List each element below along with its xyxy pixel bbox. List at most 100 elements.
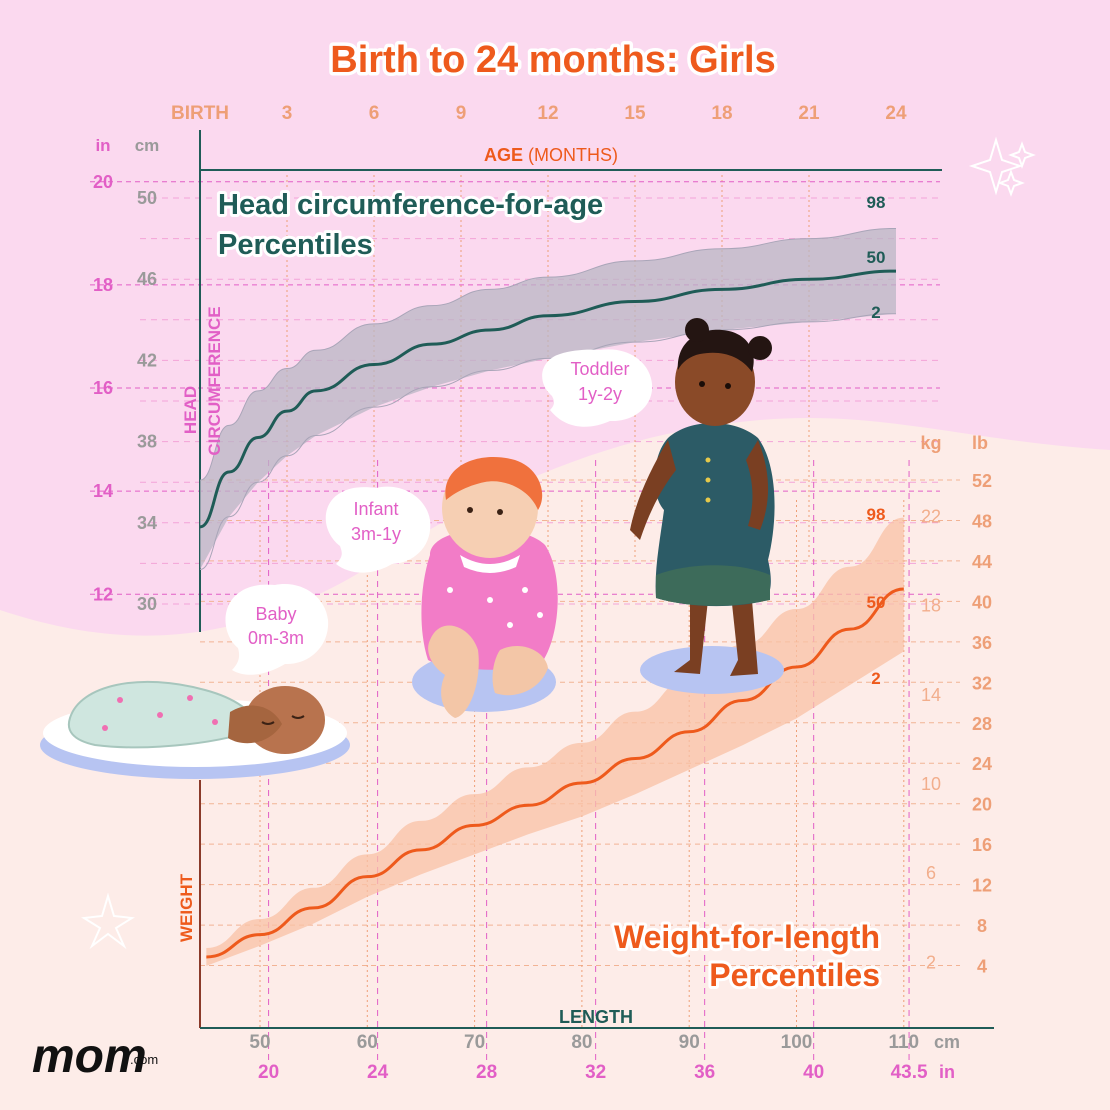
head-title-line1-outline: Head circumference-for-age	[218, 189, 603, 221]
head-section-title: Head circumference-for-age Head circumfe…	[215, 186, 606, 264]
weight-axis-label: WEIGHT	[177, 873, 196, 942]
age-tick-label: 15	[624, 103, 646, 124]
weight-p50-label: 50	[867, 593, 886, 612]
toddler-hair-puff	[685, 318, 709, 342]
head-in-tick-label: 14	[93, 481, 113, 501]
age-tick-label: 6	[369, 103, 380, 124]
weight-lb-tick-label: 48	[972, 511, 992, 531]
head-cm-tick-label: 30	[137, 594, 157, 614]
baby-bubble-line2: 0m-3m	[248, 628, 304, 648]
length-in-tick-label: 28	[476, 1062, 497, 1083]
head-cm-tick-label: 46	[137, 269, 157, 289]
length-in-tick-label: 43.5	[891, 1062, 928, 1083]
toddler-bubble-shape	[542, 349, 653, 427]
head-title-line2: Percentiles	[218, 229, 373, 261]
toddler-bubble-line2: 1y-2y	[578, 384, 622, 404]
toddler-head	[675, 338, 755, 426]
blanket-dot	[102, 725, 108, 731]
weight-p50-curve	[206, 587, 904, 959]
length-axis-title: LENGTH	[559, 1007, 633, 1027]
mom-logo: mom .com	[32, 1030, 158, 1083]
head-axis-label-line1: HEAD	[181, 386, 200, 434]
length-in-unit: in	[939, 1062, 955, 1082]
sparkle-icon	[968, 136, 1024, 196]
head-in-tick-label: 18	[93, 275, 113, 295]
weight-lb-tick-label: 4	[977, 957, 987, 977]
weight-kg-tick-label: 2	[926, 952, 936, 972]
head-axis-label-line2: CIRCUMFERENCE	[205, 306, 224, 455]
toddler-leg	[674, 585, 708, 674]
weight-section-title: Weight-for-length Weight-for-length Perc…	[611, 916, 883, 996]
head-p2-curve	[199, 313, 897, 570]
toddler-dress	[654, 423, 775, 607]
weight-lb-tick-label: 44	[972, 552, 992, 572]
age-axis-title: AGE (MONTHS)	[484, 145, 618, 165]
head-in-tick-label: 12	[93, 584, 113, 604]
toddler-eye-right	[725, 383, 731, 389]
weight-title-line2: Percentiles	[709, 957, 880, 993]
age-tick-label: 9	[456, 103, 467, 124]
weight-kg-tick-label: 18	[921, 596, 941, 616]
infant-illustration	[412, 456, 558, 718]
infant-hair	[445, 456, 543, 510]
toddler-illustration	[630, 318, 784, 694]
head-in-tick-label: 20	[93, 172, 113, 192]
age-tick-label: 12	[537, 103, 558, 124]
baby-speech-bubble: Baby 0m-3m	[225, 584, 329, 675]
blanket-dot	[157, 712, 163, 718]
dress-button	[705, 477, 711, 483]
length-cm-tick-label: 110	[888, 1032, 919, 1053]
blanket-dot	[117, 697, 123, 703]
baby-closed-eyes	[261, 715, 305, 725]
star-icon	[81, 892, 135, 950]
age-tick-label: 24	[885, 103, 907, 124]
toddler-hair-puff-right	[748, 336, 772, 360]
head-p98-label: 98	[867, 193, 886, 212]
toddler-eye	[699, 381, 705, 387]
head-in-unit: in	[95, 136, 110, 155]
toddler-arm-right	[746, 440, 769, 530]
head-curves	[199, 227, 897, 570]
sparkle-small-icon	[1008, 141, 1036, 169]
dress-dot	[507, 622, 513, 628]
dress-button	[705, 497, 711, 503]
weight-kg-tick-label: 22	[921, 506, 941, 526]
toddler-leg-right	[730, 585, 758, 676]
head-p2-label: 2	[871, 303, 880, 322]
infant-eye	[467, 507, 473, 513]
infant-bubble-line2: 3m-1y	[351, 524, 401, 544]
weight-lb-tick-label: 40	[972, 592, 992, 612]
head-cm-unit: cm	[135, 136, 160, 155]
baby-arm	[228, 705, 282, 744]
length-in-tick-label: 36	[694, 1062, 715, 1083]
length-in-tick-label: 24	[367, 1062, 389, 1083]
infant-leg	[428, 625, 479, 718]
toddler-speech-bubble: Toddler 1y-2y	[542, 349, 653, 427]
length-cm-tick-label: 60	[357, 1032, 378, 1053]
infant-collar	[460, 555, 520, 573]
head-p50-label: 50	[867, 248, 886, 267]
length-cm-unit: cm	[934, 1032, 960, 1052]
weight-lb-tick-label: 16	[972, 835, 992, 855]
weight-curves	[206, 517, 904, 966]
weight-kg-tick-label: 6	[926, 863, 936, 883]
dress-dot	[537, 612, 543, 618]
chart-title: Birth to 24 months: Girls	[330, 39, 775, 81]
sparkle-tiny-icon	[997, 169, 1025, 197]
weight-percentile-band	[206, 517, 904, 966]
head-title-line1: Head circumference-for-age	[218, 189, 603, 221]
weight-title-line1: Weight-for-length	[614, 919, 880, 955]
head-cm-tick-label: 38	[137, 432, 157, 452]
baby-bubble-shape	[225, 584, 329, 675]
head-cm-tick-label: 50	[137, 188, 157, 208]
head-p98-curve	[199, 227, 897, 481]
weight-lb-unit: lb	[972, 433, 988, 453]
infant-bubble-shape	[325, 486, 431, 573]
head-cm-tick-label: 34	[137, 513, 157, 533]
weight-lb-tick-label: 36	[972, 633, 992, 653]
baby-bubble-line1: Baby	[255, 604, 296, 624]
length-in-tick-label: 32	[585, 1062, 606, 1083]
age-tick-label: 18	[711, 103, 732, 124]
